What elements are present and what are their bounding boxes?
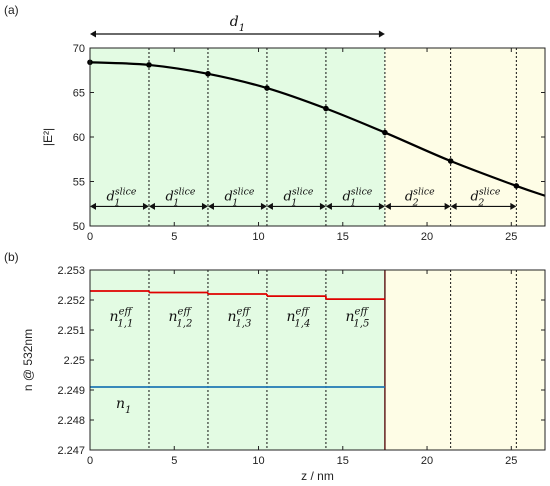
b-neff-label: neff 1,5 [345, 307, 369, 330]
b-ytick-label: 2.248 [57, 415, 85, 427]
b-xtick-label: 20 [421, 455, 433, 467]
b-ytick-label: 2.252 [57, 295, 85, 307]
a-region-yellow [384, 48, 545, 226]
a-slice-arrow-head-right [378, 202, 385, 210]
a-slice-arrow-head-right [319, 202, 326, 210]
a-slice-label: dslice 1 [107, 187, 137, 209]
b-xtick-label: 15 [337, 455, 349, 467]
a-data-point [146, 62, 152, 68]
a-slice-arrow-head-left [90, 202, 96, 210]
a-slice-label: dslice 1 [225, 187, 255, 209]
b-ytick-label: 2.25 [64, 355, 85, 367]
a-ytick-label: 50 [73, 221, 85, 233]
a-d1-label: d1 [230, 14, 245, 34]
b-ytick-label: 2.247 [57, 445, 85, 457]
a-xtick-label: 20 [421, 231, 433, 243]
a-slice-arrow-head-right [142, 202, 149, 210]
a-ylabel: |E²| [41, 128, 55, 146]
b-ytick-label: 2.251 [57, 325, 85, 337]
b-xtick-label: 0 [87, 455, 93, 467]
b-region-green [90, 270, 385, 450]
a-xtick-label: 10 [252, 231, 264, 243]
b-neff-label: neff 1,3 [228, 307, 252, 330]
b-panel-label: (b) [4, 250, 19, 264]
a-d1-arrow-head-right [378, 30, 385, 38]
b-neff-label: neff 1,1 [110, 307, 134, 330]
a-slice-label: dslice 2 [471, 187, 501, 209]
a-data-point [323, 105, 329, 112]
a-slice-arrow-head-right [510, 202, 517, 210]
a-slice-label: dslice 1 [166, 187, 196, 209]
a-slice-label: dslice 2 [405, 187, 435, 209]
a-ytick-label: 70 [73, 43, 85, 55]
b-xtick-label: 5 [171, 455, 177, 467]
a-region-green [90, 48, 385, 226]
a-data-point [382, 129, 388, 136]
b-xlabel: z / nm [301, 469, 334, 483]
a-slice-arrow-head-left [148, 202, 155, 210]
a-slice-arrow-head-right [260, 202, 267, 210]
b-neff-label: neff 1,4 [286, 307, 310, 330]
b-ytick-label: 2.249 [57, 385, 85, 397]
a-slice-arrow-head-left [325, 202, 332, 210]
a-data-point [513, 183, 520, 189]
a-xtick-label: 5 [171, 231, 177, 243]
a-slice-arrow-head-right [444, 202, 451, 210]
a-data-point [205, 71, 211, 77]
a-d1-arrow-head-left [90, 30, 96, 38]
a-ytick-label: 55 [73, 177, 85, 189]
b-ytick-label: 2.253 [57, 265, 85, 277]
a-data-point [447, 158, 454, 164]
b-xtick-label: 10 [252, 455, 264, 467]
a-xtick-label: 0 [87, 231, 93, 243]
a-slice-label: dslice 1 [283, 187, 313, 209]
b-neff-label: neff 1,2 [169, 307, 193, 330]
a-slice-arrow-head-left [450, 202, 457, 210]
a-xtick-label: 25 [505, 231, 517, 243]
b-region-yellow [384, 270, 545, 450]
a-slice-label: dslice 1 [342, 187, 372, 209]
a-ytick-label: 65 [73, 88, 85, 100]
a-slice-arrow-head-left [384, 202, 391, 210]
a-panel-label: (a) [4, 3, 19, 17]
b-n1-label: n1 [116, 396, 131, 416]
a-ytick-label: 60 [73, 132, 85, 144]
a-xtick-label: 15 [337, 231, 349, 243]
a-data-point [264, 85, 270, 91]
panel-a: dslice 1 dslice 1 dslice 1 dslice 1 dslice 1 dslic… [4, 3, 546, 243]
b-xtick-label: 25 [505, 455, 517, 467]
a-slice-arrow-head-right [201, 202, 208, 210]
a-slice-arrow-head-left [207, 202, 214, 210]
b-ylabel: n @ 532nm [21, 329, 35, 391]
a-slice-arrow-head-left [266, 202, 273, 210]
panel-b: neff 1,1 neff 1,2 neff 1,3 neff 1,4 neff 1,5 n1 0 5 1… [4, 250, 546, 483]
